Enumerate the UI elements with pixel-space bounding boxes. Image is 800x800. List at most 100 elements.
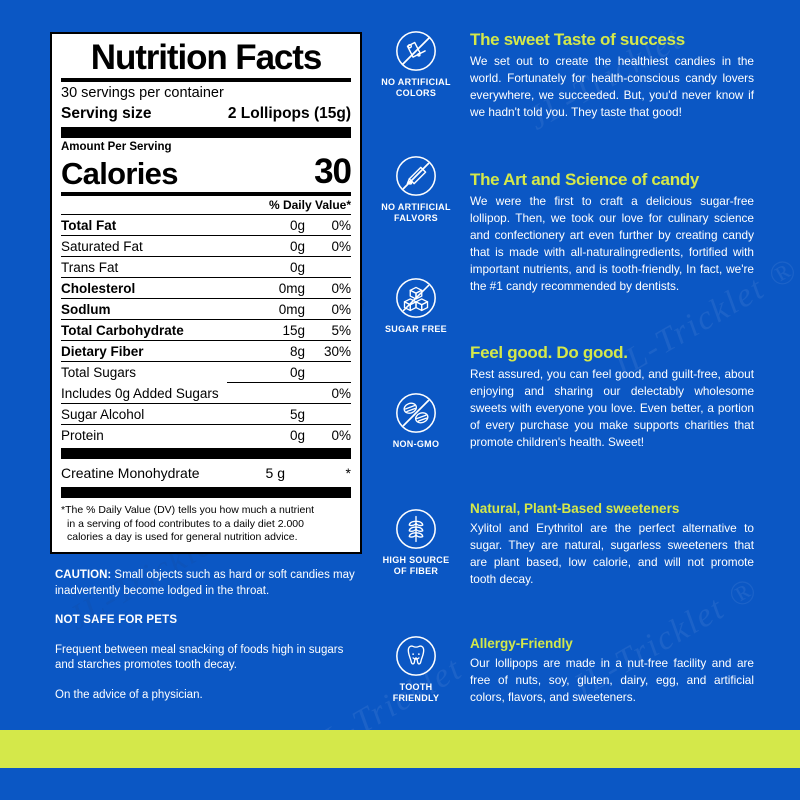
badge-label: NO ARTIFICIAL FALVORS [368, 202, 464, 224]
badge-label: NO ARTIFICIAL COLORS [368, 77, 464, 99]
table-row: Total Sugars 0g [61, 361, 351, 383]
badge-label: TOOTH FRIENDLY [368, 682, 464, 704]
section-body: Rest assured, you can feel good, and gui… [470, 367, 754, 449]
nutrient-name: Includes 0g Added Sugars [61, 385, 219, 401]
no-artificial-flavors-icon [396, 156, 436, 196]
nutrient-name: Sugar Alcohol [61, 403, 227, 425]
nutrition-facts-panel: Nutrition Facts 30 servings per containe… [50, 32, 362, 554]
bottom-green-band [0, 730, 800, 768]
footnote-line: in a serving of food contributes to a da… [67, 517, 304, 530]
calories-value: 30 [314, 152, 352, 191]
badge-label: SUGAR FREE [368, 324, 464, 335]
nutrient-amount: 0g [227, 361, 305, 383]
nutrient-amount: 0g [227, 214, 305, 236]
nutrient-dv: 30% [305, 340, 351, 362]
badge-label-line2: COLORS [395, 88, 437, 98]
daily-value-footnote: *The % Daily Value (DV) tells you how mu… [61, 498, 351, 545]
extra-nutrient-name: Creatine Monohydrate [61, 465, 200, 481]
badge-label: HIGH SOURCE OF FIBER [368, 555, 464, 577]
section-natural-plant-based-sweeteners: Natural, Plant-Based sweeteners Xylitol … [470, 500, 754, 588]
caution-paragraph: CAUTION: Small objects such as hard or s… [55, 568, 365, 599]
badge-no-artificial-flavors: NO ARTIFICIAL FALVORS [368, 153, 464, 224]
no-artificial-colors-icon [396, 31, 436, 71]
section-heading: The Art and Science of candy [470, 170, 700, 189]
badge-no-artificial-colors: NO ARTIFICIAL COLORS [368, 28, 464, 99]
nutrient-amount: 5g [227, 403, 305, 425]
nutrient-name: Cholesterol [61, 277, 227, 299]
table-row: Saturated Fat 0g 0% [61, 235, 351, 257]
section-feel-good-do-good: Feel good. Do good. Rest assured, you ca… [470, 343, 754, 451]
nutrient-amount: 0g [227, 235, 305, 257]
badge-label-line1: SUGAR FREE [384, 324, 447, 334]
amount-per-serving-label: Amount Per Serving [61, 141, 172, 153]
caution-text: Small objects such as hard or soft candi… [55, 569, 355, 597]
table-row: Sodlum 0mg 0% [61, 298, 351, 320]
badge-label-line1: HIGH SOURCE [382, 555, 450, 565]
calories-label: Calories [61, 156, 178, 191]
badge-label-line2: FALVORS [394, 213, 438, 223]
section-sweet-taste-of-success: The sweet Taste of success We set out to… [470, 30, 754, 121]
badge-non-gmo: NON-GMO [368, 390, 464, 450]
serving-size-value: 2 Lollipops (15g) [227, 105, 351, 122]
divider [61, 78, 351, 82]
table-row: Total Carbohydrate 15g 5% [61, 319, 351, 341]
divider-thick [61, 487, 351, 498]
nutrient-amount: 0mg [227, 298, 305, 320]
divider-thick [61, 127, 351, 138]
badge-sugar-free: SUGAR FREE [368, 275, 464, 335]
divider [61, 192, 351, 196]
table-row: Dietary Fiber 8g 30% [61, 340, 351, 362]
badge-label-line2: OF FIBER [393, 566, 439, 576]
badge-high-source-of-fiber: HIGH SOURCE OF FIBER [368, 506, 464, 577]
nutrient-dv: 0% [305, 214, 351, 236]
table-row: Cholesterol 0mg 0% [61, 277, 351, 299]
nutrient-name: Total Sugars [61, 361, 227, 383]
extra-nutrient-row: Creatine Monohydrate 5 g * [61, 459, 351, 487]
badge-label-line2: FRIENDLY [392, 693, 440, 703]
nutrient-name: Saturated Fat [61, 235, 227, 257]
sugar-free-icon [396, 278, 436, 318]
nutrient-amount: 15g [227, 319, 305, 341]
footnote-line: calories a day is used for general nutri… [67, 531, 298, 543]
nutrient-dv: 0% [305, 382, 351, 404]
footnote-line: *The % Daily Value (DV) tells you how mu… [61, 504, 315, 516]
nutrient-dv: 0% [305, 298, 351, 320]
nutrition-table-body: Total Fat 0g 0% Saturated Fat 0g 0% Tran… [61, 214, 351, 445]
serving-size-label: Serving size [61, 105, 152, 122]
nutrient-amount: 0g [227, 256, 305, 278]
non-gmo-icon [396, 393, 436, 433]
nutrient-name: Total Carbohydrate [61, 319, 227, 341]
badge-label-line1: TOOTH [399, 682, 433, 692]
nutrient-name: Total Fat [61, 214, 227, 236]
table-row: Includes 0g Added Sugars 0% [61, 382, 351, 404]
snacking-warning: Frequent between meal snacking of foods … [55, 643, 344, 672]
table-row: Trans Fat 0g [61, 256, 351, 278]
badge-label: NON-GMO [368, 439, 464, 450]
tooth-friendly-icon [396, 636, 436, 676]
badge-label-line1: NO ARTIFICIAL [381, 202, 451, 212]
servings-per-container: 30 servings per container [61, 85, 224, 101]
nutrient-name: Protein [61, 424, 227, 445]
section-body: Xylitol and Erythritol are the perfect a… [470, 521, 754, 586]
badge-label-line1: NO ARTIFICIAL [381, 77, 451, 87]
badge-tooth-friendly: TOOTH FRIENDLY [368, 633, 464, 704]
table-row: Total Fat 0g 0% [61, 214, 351, 236]
nutrient-dv: 0% [305, 424, 351, 445]
nutrient-dv [305, 403, 351, 425]
pets-warning: NOT SAFE FOR PETS [55, 614, 178, 626]
section-body: We set out to create the healthiest cand… [470, 54, 754, 119]
extra-nutrient-amount: 5 g [265, 465, 285, 481]
badge-label-line1: NON-GMO [392, 439, 440, 449]
section-body: Our lollipops are made in a nut-free fac… [470, 656, 754, 704]
table-row: Protein 0g 0% [61, 424, 351, 445]
high-source-of-fiber-icon [396, 509, 436, 549]
section-allergy-friendly: Allergy-Friendly Our lollipops are made … [470, 635, 754, 706]
nutrient-name: Trans Fat [61, 256, 227, 278]
section-body: We were the first to craft a delicious s… [470, 194, 754, 293]
nutrition-facts-title: Nutrition Facts [90, 38, 323, 77]
nutrient-amount: 8g [227, 340, 305, 362]
nutrient-name: Sodlum [61, 298, 227, 320]
daily-value-header: % Daily Value* [268, 198, 351, 212]
nutrient-amount: 0g [227, 424, 305, 445]
